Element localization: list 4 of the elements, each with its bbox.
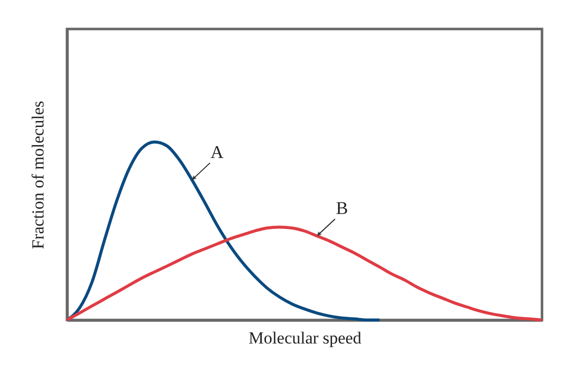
x-axis-title: Molecular speed xyxy=(248,328,362,348)
y-axis-title: Fraction of molecules xyxy=(28,100,48,250)
series-label: A xyxy=(210,142,224,162)
series-label: B xyxy=(336,198,348,218)
